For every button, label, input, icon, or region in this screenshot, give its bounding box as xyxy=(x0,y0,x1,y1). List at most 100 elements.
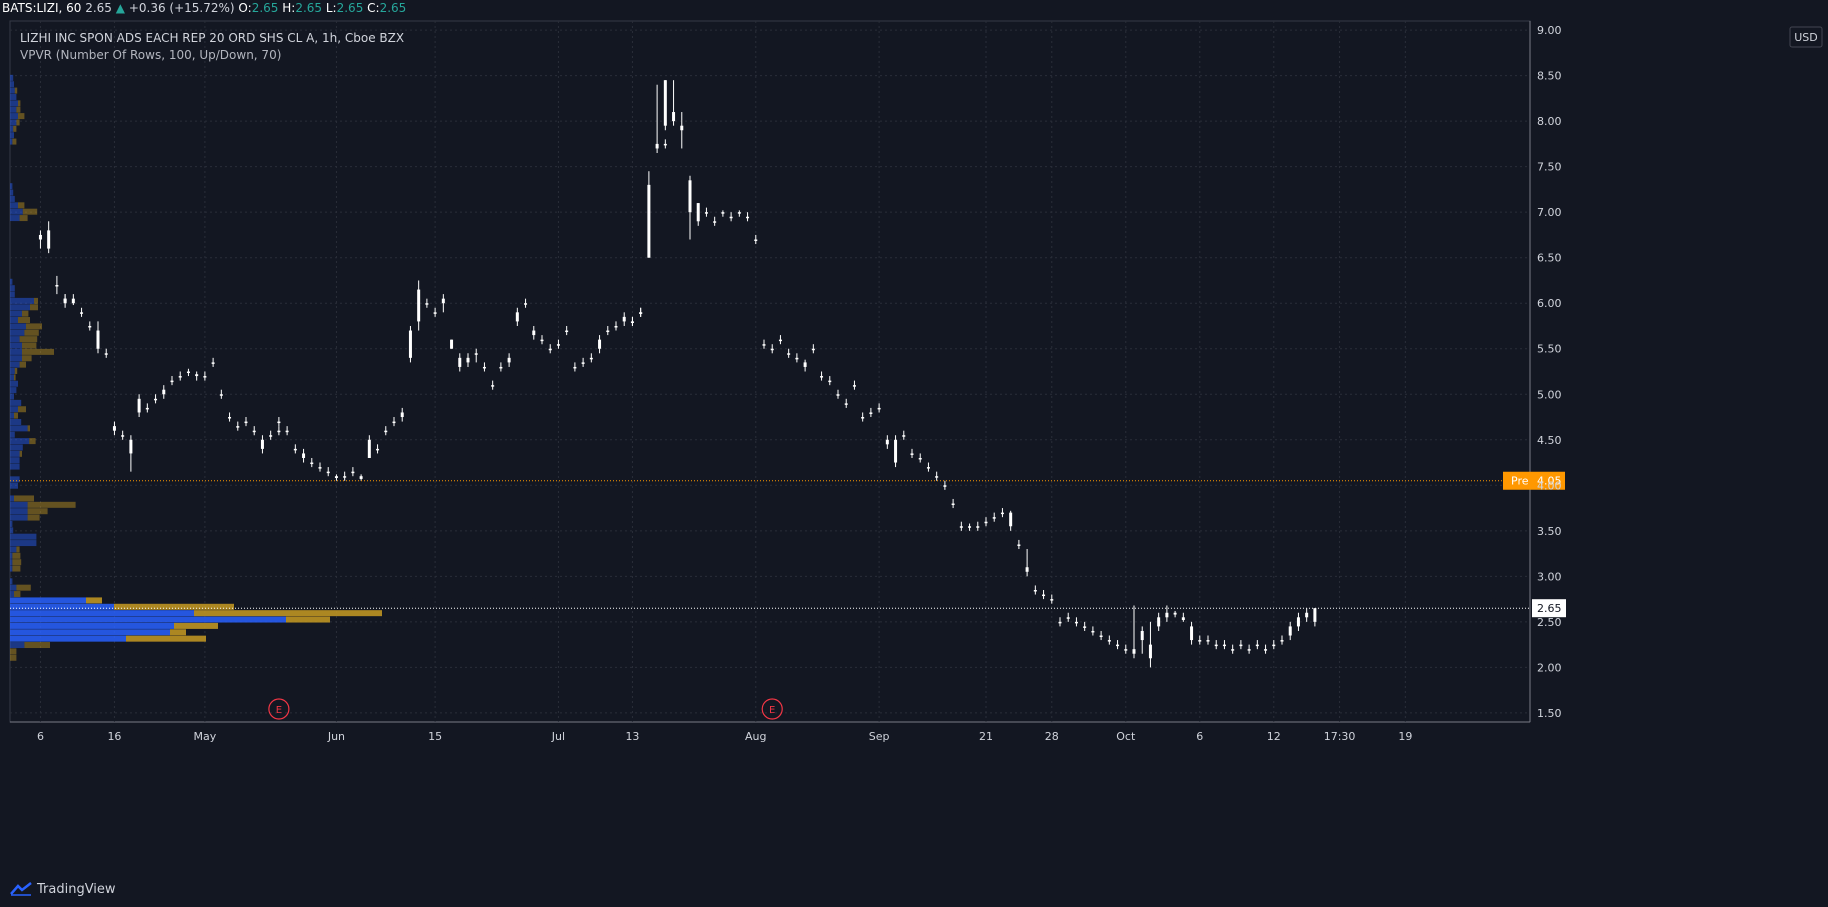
vp-bar-up xyxy=(10,616,286,623)
vp-bar-down xyxy=(29,438,36,445)
candle-body xyxy=(672,112,676,122)
vp-bar-up xyxy=(10,527,14,534)
vp-bar-down xyxy=(14,591,21,598)
volume-profile xyxy=(10,74,382,661)
candle-body xyxy=(959,526,963,528)
vp-bar-up xyxy=(10,183,13,190)
close-label: C: xyxy=(367,1,380,15)
candle-body xyxy=(425,303,429,305)
candle-body xyxy=(252,430,256,433)
y-tick-label: 8.50 xyxy=(1537,70,1562,83)
candle-body xyxy=(1066,617,1070,619)
vp-bar-up xyxy=(10,406,18,413)
candle-body xyxy=(524,303,528,305)
candle-body xyxy=(260,439,264,449)
vp-bar-down xyxy=(16,546,20,553)
indicator-label[interactable]: VPVR (Number Of Rows, 100, Up/Down, 70) xyxy=(20,48,281,62)
candle-body xyxy=(137,398,141,413)
y-tick-label: 5.50 xyxy=(1537,343,1562,356)
vp-bar-down xyxy=(14,374,16,381)
vp-bar-up xyxy=(10,304,30,311)
vp-bar-down xyxy=(26,323,42,330)
candle-body xyxy=(984,521,988,524)
candle-body xyxy=(1107,640,1111,642)
vp-bar-up xyxy=(10,81,14,88)
vp-bar-up xyxy=(10,348,22,355)
vp-bar-up xyxy=(10,208,23,215)
candle-body xyxy=(195,374,199,377)
candle-body xyxy=(811,348,815,351)
vp-bar-down xyxy=(12,138,17,145)
candle-body xyxy=(737,212,741,214)
vp-bar-up xyxy=(10,629,170,636)
candle-body xyxy=(1190,626,1194,641)
candle-body xyxy=(408,330,412,358)
vp-bar-down xyxy=(19,215,28,222)
vp-bar-up xyxy=(10,393,14,400)
vp-bar-up xyxy=(10,476,20,483)
candle-body xyxy=(885,439,889,445)
currency-label: USD xyxy=(1794,31,1818,44)
earnings-label: E xyxy=(276,705,282,716)
high-label: H: xyxy=(282,1,296,15)
vp-bar-down xyxy=(27,425,30,432)
candle-body xyxy=(318,467,322,469)
candle-body xyxy=(359,476,363,479)
x-tick-label: 17:30 xyxy=(1324,730,1356,743)
vp-bar-down xyxy=(12,565,21,572)
candle-body xyxy=(910,453,914,455)
vp-bar-down xyxy=(27,514,40,521)
candle-body xyxy=(367,439,371,458)
candle-body xyxy=(1239,644,1243,647)
candle-body xyxy=(663,143,667,146)
vp-bar-down xyxy=(14,412,18,419)
x-tick-label: 6 xyxy=(1196,730,1203,743)
candle-body xyxy=(1288,626,1292,636)
candle-body xyxy=(1099,635,1103,638)
tradingview-brand[interactable]: TradingView xyxy=(10,880,116,898)
axes: LIZHI INC SPON ADS EACH REP 20 ORD SHS C… xyxy=(20,24,1823,743)
vp-bar-up xyxy=(10,622,174,629)
vp-bar-up xyxy=(10,119,17,126)
vp-bar-up xyxy=(10,412,14,419)
x-tick-label: 16 xyxy=(107,730,121,743)
candle-body xyxy=(655,143,659,149)
vp-bar-down xyxy=(18,202,25,209)
candle-body xyxy=(351,471,355,474)
vp-bar-down xyxy=(22,348,54,355)
candle-body xyxy=(277,430,281,433)
vp-bar-down xyxy=(174,622,218,629)
vp-bar-up xyxy=(10,74,14,81)
candles xyxy=(38,80,1317,668)
candle-body xyxy=(326,471,330,474)
vp-bar-up xyxy=(10,578,13,585)
vp-bar-up xyxy=(10,132,14,139)
vp-bar-down xyxy=(18,100,21,107)
candle-body xyxy=(186,371,190,373)
candle-body xyxy=(548,348,552,351)
candle-body xyxy=(1280,640,1284,642)
x-tick-label: 12 xyxy=(1267,730,1281,743)
vp-bar-down xyxy=(19,361,26,368)
symbol-label[interactable]: BATS:LIZI, 60 xyxy=(2,1,82,15)
candle-body xyxy=(770,348,774,351)
currency-box[interactable] xyxy=(1789,26,1823,48)
candle-body xyxy=(96,330,100,349)
candle-body xyxy=(458,357,462,367)
candle-body xyxy=(236,426,240,428)
candle-body xyxy=(80,312,84,314)
candle-body xyxy=(55,285,59,287)
candle-body xyxy=(688,180,692,213)
vp-bar-up xyxy=(10,317,18,324)
vp-bar-up xyxy=(10,603,114,610)
candle-body xyxy=(450,339,454,349)
candle-body xyxy=(704,212,708,214)
vp-bar-down xyxy=(10,654,17,661)
candle-body xyxy=(1198,640,1202,642)
vp-bar-up xyxy=(10,387,17,394)
y-tick-label: 7.00 xyxy=(1537,206,1562,219)
y-tick-label: 3.50 xyxy=(1537,525,1562,538)
candle-body xyxy=(1042,594,1046,597)
vp-bar-up xyxy=(10,106,17,113)
